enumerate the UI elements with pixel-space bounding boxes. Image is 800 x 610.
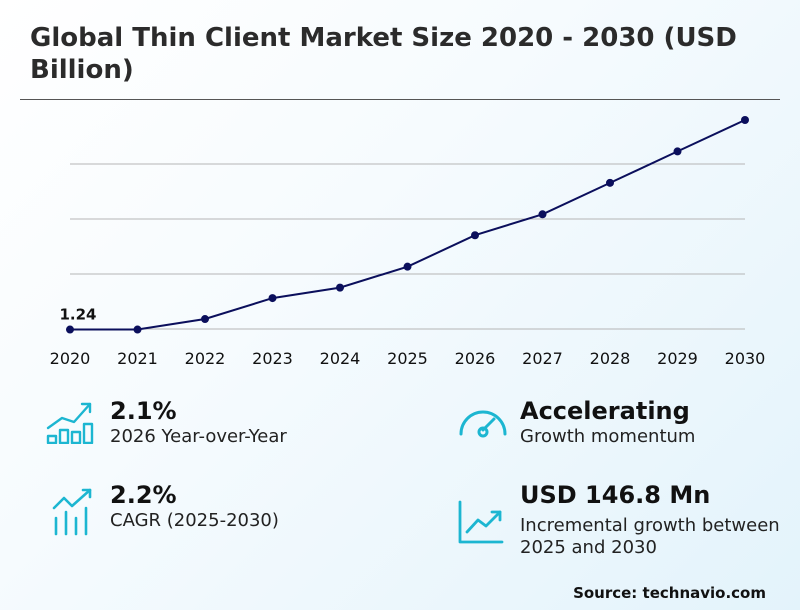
data-point: [471, 231, 479, 240]
grid-lines: [70, 163, 745, 330]
stat-yoy: 2.1% 2026 Year-over-Year: [110, 396, 287, 448]
data-points: [66, 116, 749, 334]
source-credit: Source: technavio.com: [573, 584, 766, 602]
x-tick-label: 2024: [320, 349, 361, 368]
data-point: [201, 315, 209, 324]
data-labels: 1.24: [59, 306, 96, 324]
data-point: [268, 294, 277, 303]
stat-cagr: 2.2% CAGR (2025-2030): [110, 480, 279, 532]
x-tick-label: 2020: [50, 349, 91, 368]
data-point: [66, 325, 74, 334]
stat-description: Growth momentum: [520, 426, 696, 447]
line-chart: 2020 2021 2022 2023 2024 2025 2026 2027 2028 2029…: [50, 116, 766, 368]
stat-description: 2026 Year-over-Year: [110, 426, 287, 447]
x-tick-label: 2023: [252, 349, 293, 368]
series-line: [70, 119, 746, 331]
chart-title: Global Thin Client Market Size 2020 - 20…: [30, 23, 737, 85]
x-tick-label: 2028: [590, 349, 631, 368]
data-point: [133, 325, 142, 334]
stat-value: 2.1%: [110, 397, 177, 425]
title-divider: [20, 99, 780, 100]
x-tick-label: 2026: [455, 349, 496, 368]
trend-chart-icon: [458, 500, 504, 544]
growth-bars-icon: [52, 488, 92, 536]
x-tick-label: 2029: [657, 349, 698, 368]
data-point: [336, 283, 344, 292]
data-point: [606, 178, 614, 187]
data-point: [538, 210, 547, 219]
data-point: [403, 262, 412, 271]
speedometer-icon: [459, 410, 507, 438]
data-label: 1.24: [59, 306, 96, 324]
x-tick-label: 2022: [185, 349, 226, 368]
x-tick-labels: 2020 2021 2022 2023 2024 2025 2026 2027 2028 2029…: [50, 349, 766, 368]
x-tick-label: 2027: [522, 349, 563, 368]
x-tick-label: 2025: [387, 349, 428, 368]
x-tick-label: 2030: [725, 349, 766, 368]
stat-momentum: Accelerating Growth momentum: [520, 396, 695, 448]
bar-chart-rising-icon: [46, 402, 94, 444]
x-tick-label: 2021: [117, 349, 158, 368]
stat-description: CAGR (2025-2030): [110, 510, 279, 531]
data-point: [741, 116, 749, 124]
stat-value: Accelerating: [520, 397, 690, 425]
stat-incremental: USD 146.8 Mn Incremental growth between …: [520, 480, 780, 559]
data-point: [673, 147, 682, 156]
stat-description: Incremental growth between 2025 and 2030: [520, 515, 780, 558]
stat-value: 2.2%: [110, 481, 177, 509]
stat-value: USD 146.8 Mn: [520, 481, 711, 509]
